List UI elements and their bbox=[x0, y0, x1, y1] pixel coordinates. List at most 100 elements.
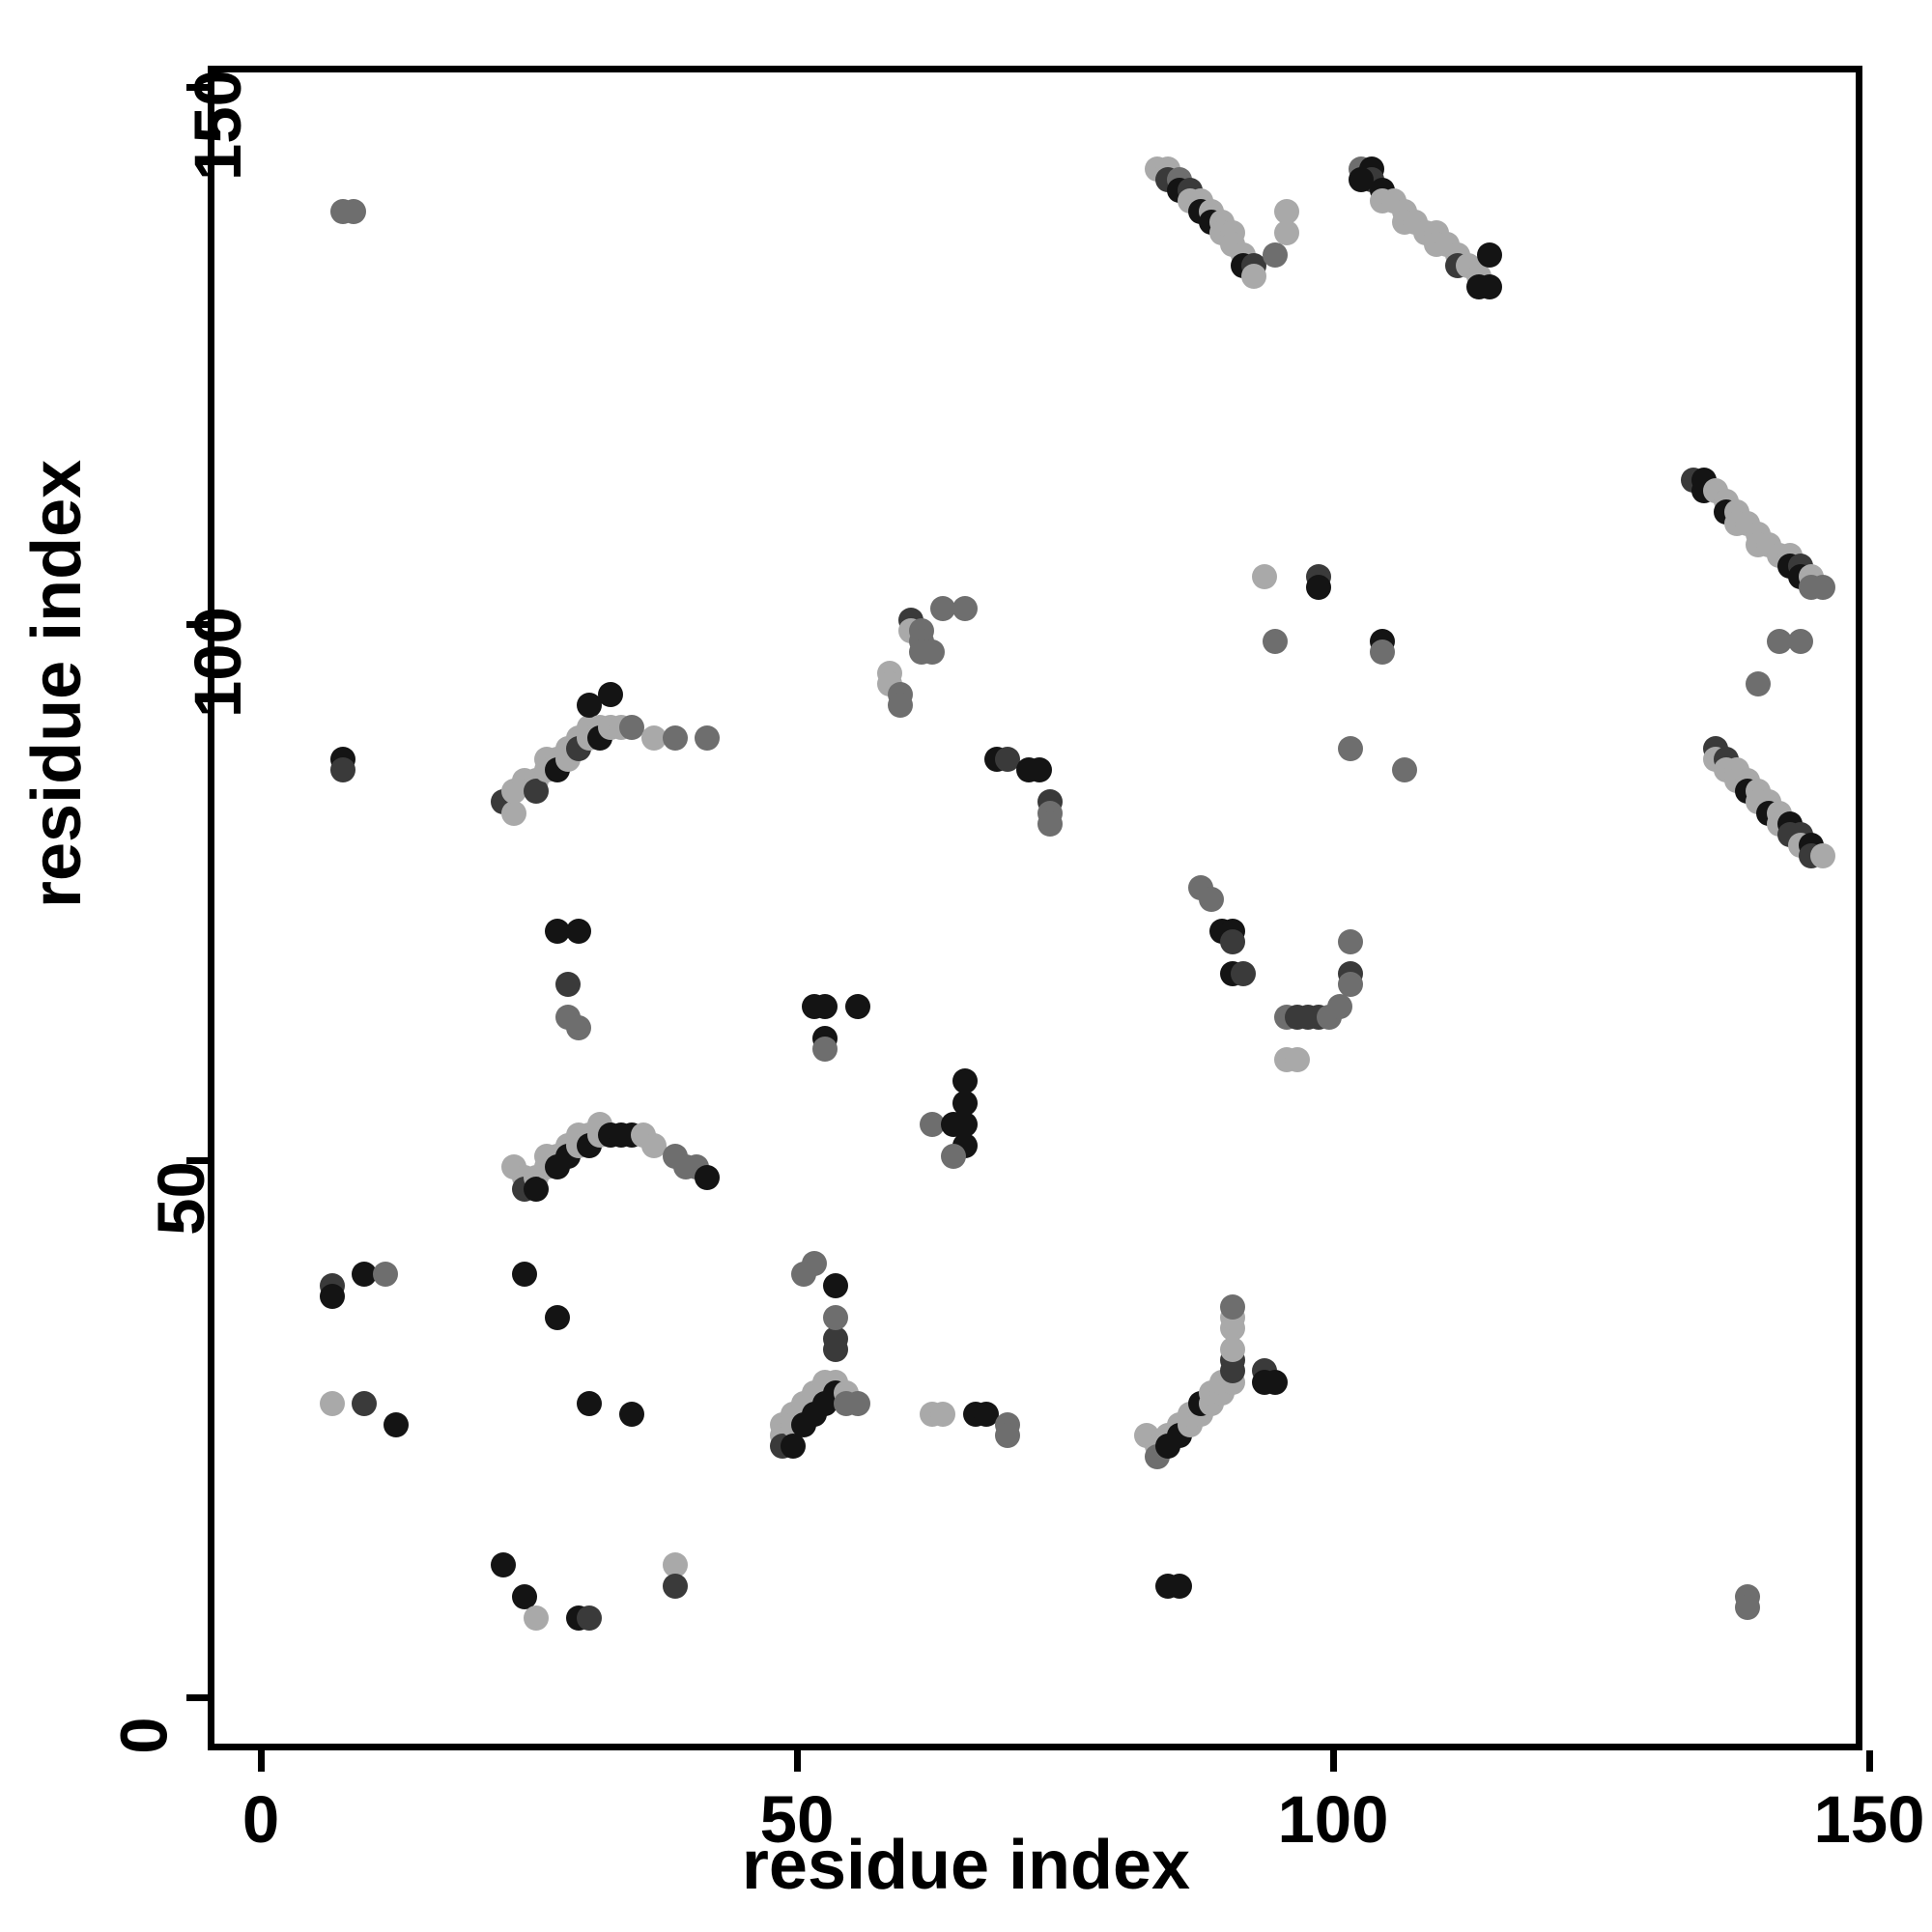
scatter-point bbox=[662, 1573, 688, 1599]
x-axis-title: residue index bbox=[741, 1827, 1191, 1904]
scatter-point bbox=[695, 1165, 721, 1191]
scatter-point bbox=[577, 693, 602, 719]
scatter-point bbox=[544, 918, 570, 944]
scatter-point bbox=[1220, 1293, 1245, 1320]
scatter-point bbox=[920, 1111, 946, 1137]
scatter-point bbox=[1477, 274, 1503, 300]
scatter-point bbox=[952, 1090, 978, 1116]
scatter-point bbox=[1745, 671, 1771, 697]
x-tick-0 bbox=[258, 1750, 265, 1772]
scatter-point bbox=[823, 1304, 849, 1330]
scatter-point bbox=[501, 800, 527, 826]
scatter-point bbox=[1231, 961, 1257, 987]
scatter-point bbox=[952, 596, 978, 622]
scatter-point bbox=[952, 1111, 978, 1137]
x-tick-label-0: 0 bbox=[242, 1782, 280, 1857]
x-tick-100 bbox=[1330, 1750, 1337, 1772]
scatter-point bbox=[941, 1144, 967, 1170]
y-tick-150 bbox=[186, 84, 208, 91]
scatter-point bbox=[812, 993, 838, 1019]
scatter-point bbox=[994, 747, 1020, 773]
scatter-point bbox=[523, 1605, 549, 1632]
y-tick-50 bbox=[186, 1157, 208, 1165]
scatter-point bbox=[640, 724, 667, 751]
scatter-point bbox=[791, 1262, 816, 1288]
scatter-point bbox=[1391, 757, 1417, 783]
y-axis-title: residue index bbox=[18, 459, 96, 908]
scatter-point bbox=[1338, 928, 1364, 954]
scatter-point bbox=[1273, 199, 1299, 225]
scatter-point bbox=[1809, 575, 1835, 601]
x-tick-label-50: 50 bbox=[759, 1782, 835, 1857]
scatter-point bbox=[340, 199, 366, 225]
scatter-point bbox=[930, 596, 956, 622]
scatter-point bbox=[994, 1423, 1020, 1449]
scatter-point bbox=[373, 1262, 399, 1288]
scatter-point bbox=[930, 1401, 956, 1427]
scatter-point bbox=[1477, 242, 1503, 268]
x-tick-150 bbox=[1866, 1750, 1873, 1772]
x-tick-label-150: 150 bbox=[1813, 1782, 1925, 1857]
scatter-point bbox=[351, 1262, 377, 1288]
scatter-point bbox=[844, 1390, 870, 1416]
x-tick-50 bbox=[794, 1750, 801, 1772]
scatter-point bbox=[384, 1412, 410, 1438]
x-tick-label-100: 100 bbox=[1277, 1782, 1389, 1857]
scatter-point bbox=[319, 1390, 345, 1416]
scatter-point bbox=[523, 779, 549, 805]
scatter-point bbox=[1338, 972, 1364, 998]
plot-area bbox=[208, 66, 1862, 1750]
scatter-point bbox=[823, 1272, 849, 1298]
scatter-point bbox=[565, 918, 591, 944]
scatter-point bbox=[695, 724, 721, 751]
scatter-point bbox=[1305, 575, 1331, 601]
scatter-points-layer bbox=[214, 72, 1856, 1744]
scatter-point bbox=[640, 1133, 667, 1159]
scatter-point bbox=[662, 724, 688, 751]
scatter-point bbox=[565, 1014, 591, 1040]
scatter-point bbox=[887, 693, 913, 719]
scatter-point bbox=[1263, 628, 1289, 654]
scatter-point bbox=[844, 993, 870, 1019]
scatter-point bbox=[1037, 810, 1064, 837]
scatter-point bbox=[1252, 564, 1278, 590]
scatter-point bbox=[1327, 993, 1352, 1019]
scatter-point bbox=[780, 1434, 806, 1460]
scatter-point bbox=[1198, 886, 1224, 912]
scatter-point bbox=[329, 757, 355, 783]
y-tick-label-150: 150 bbox=[181, 69, 256, 182]
scatter-point bbox=[823, 1326, 849, 1352]
scatter-point bbox=[351, 1390, 377, 1416]
scatter-point bbox=[544, 1304, 570, 1330]
scatter-point bbox=[619, 1401, 645, 1427]
scatter-point bbox=[1338, 735, 1364, 761]
y-tick-0 bbox=[186, 1694, 208, 1701]
scatter-point bbox=[1166, 1573, 1192, 1599]
scatter-point bbox=[1284, 1047, 1310, 1073]
scatter-point bbox=[523, 1176, 549, 1202]
scatter-point bbox=[577, 1390, 602, 1416]
scatter-point bbox=[1220, 928, 1245, 954]
scatter-point bbox=[512, 1583, 538, 1609]
scatter-point bbox=[1263, 242, 1289, 268]
y-tick-label-50: 50 bbox=[143, 1161, 218, 1236]
scatter-point bbox=[1027, 757, 1053, 783]
scatter-point bbox=[1767, 628, 1793, 654]
scatter-point bbox=[1241, 263, 1267, 289]
scatter-point bbox=[491, 1551, 517, 1577]
y-tick-label-0: 0 bbox=[106, 1717, 182, 1754]
scatter-point bbox=[1273, 220, 1299, 246]
scatter-point bbox=[512, 1262, 538, 1288]
scatter-point bbox=[1370, 639, 1396, 665]
scatter-point bbox=[1734, 1594, 1760, 1620]
y-tick-100 bbox=[186, 620, 208, 628]
scatter-point bbox=[812, 1037, 838, 1063]
scatter-point bbox=[619, 714, 645, 740]
scatter-point bbox=[1349, 166, 1375, 192]
scatter-point bbox=[319, 1283, 345, 1309]
scatter-point bbox=[577, 1605, 602, 1632]
scatter-point bbox=[598, 682, 624, 708]
scatter-point bbox=[1809, 843, 1835, 869]
scatter-point bbox=[973, 1401, 999, 1427]
